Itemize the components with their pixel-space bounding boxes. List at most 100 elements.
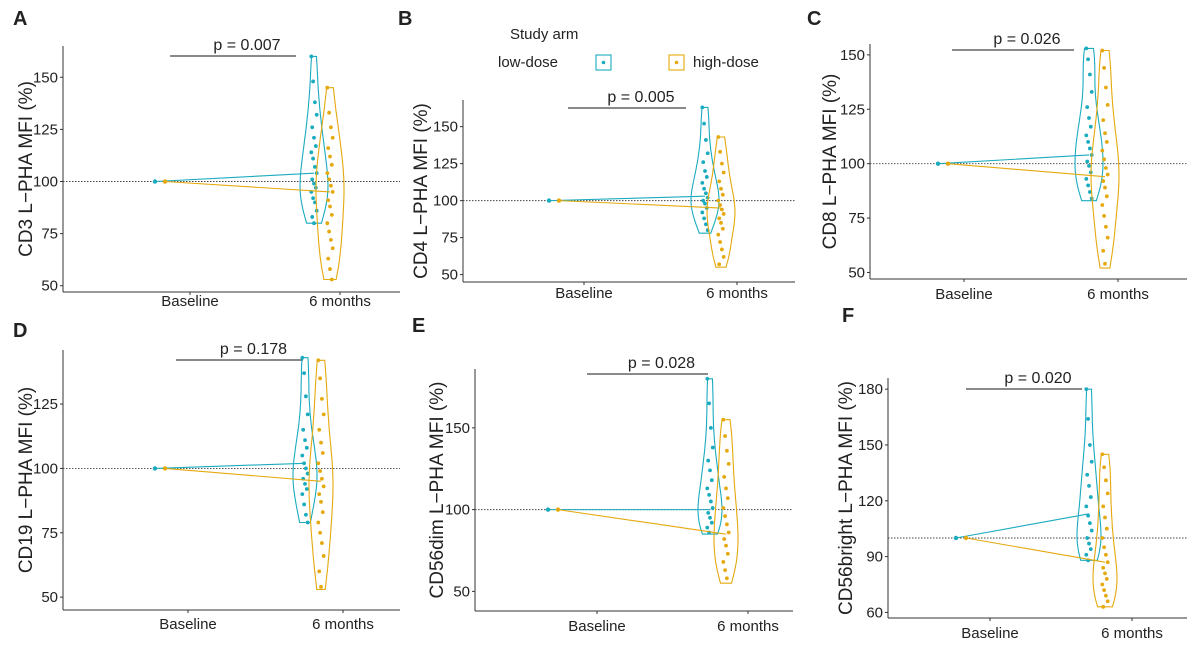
data-point (1089, 459, 1094, 464)
data-point (1086, 140, 1090, 144)
data-point (721, 170, 726, 175)
data-point (1101, 179, 1106, 183)
data-point (1086, 417, 1090, 421)
data-point (312, 221, 316, 226)
y-tick-label: 50 (848, 264, 865, 281)
data-point (1104, 478, 1108, 483)
data-point (725, 576, 729, 581)
x-tick-label: Baseline (161, 293, 219, 310)
data-point (1104, 593, 1108, 598)
data-point (310, 177, 315, 182)
x-tick-label: Baseline (568, 618, 626, 635)
y-tick-label: 100 (840, 156, 865, 173)
x-tick-label: 6 months (312, 616, 374, 633)
data-point (1105, 103, 1110, 107)
data-point (701, 198, 706, 203)
data-point (1105, 560, 1110, 565)
data-point (1101, 248, 1106, 253)
data-point (723, 514, 727, 519)
y-axis-label: CD19 L−PHA MFI (%) (16, 387, 37, 573)
data-point (720, 226, 725, 231)
data-point (1088, 124, 1093, 129)
data-point (302, 371, 306, 376)
series-low-dose (152, 355, 318, 525)
series-high-dose (555, 417, 739, 584)
data-point (311, 156, 315, 161)
data-point (1100, 48, 1105, 53)
violin (308, 359, 334, 590)
data-point (303, 481, 307, 486)
data-point (300, 453, 305, 458)
data-point (325, 85, 330, 90)
data-point (701, 160, 706, 165)
data-point (305, 520, 310, 525)
data-point (716, 232, 721, 237)
data-point (1104, 577, 1109, 581)
data-point (704, 222, 708, 227)
series-low-dose (935, 46, 1104, 202)
series-low-dose (545, 376, 723, 535)
y-tick-label: 150 (445, 420, 470, 437)
data-point (707, 401, 711, 406)
x-tick-label: Baseline (935, 286, 993, 303)
mean-line (947, 163, 1106, 178)
y-tick-label: 90 (866, 549, 883, 566)
data-point (704, 138, 708, 142)
data-point (330, 246, 335, 251)
mean-line (955, 513, 1090, 539)
x-tick-label: Baseline (555, 285, 613, 302)
mean-line (164, 180, 331, 193)
data-point (301, 427, 306, 432)
data-point (304, 394, 308, 399)
mean-line (557, 509, 727, 535)
data-point (326, 146, 331, 151)
data-point (718, 240, 722, 244)
data-point (725, 551, 730, 556)
data-point (329, 162, 334, 167)
data-point (304, 466, 308, 471)
data-point (318, 376, 322, 381)
mean-line (965, 537, 1106, 563)
y-tick-label: 75 (848, 210, 865, 227)
data-point (722, 475, 727, 479)
data-point (725, 448, 729, 453)
data-point (719, 186, 723, 191)
data-point (312, 181, 316, 186)
y-axis-label: CD3 L−PHA MFI (%) (16, 81, 37, 257)
x-tick-label: 6 months (309, 293, 371, 310)
data-point (1105, 172, 1110, 177)
data-point (725, 496, 730, 501)
legend-label-high-dose: high-dose (693, 54, 759, 71)
data-point (328, 154, 332, 159)
panel-label: D (13, 320, 27, 342)
y-tick-label: 150 (33, 69, 58, 86)
data-point (329, 237, 333, 242)
y-tick-label: 150 (858, 437, 883, 454)
data-point (720, 192, 725, 197)
data-point (1103, 571, 1107, 576)
data-point (726, 461, 731, 466)
baseline-point (555, 507, 561, 512)
data-point (1087, 484, 1091, 488)
y-tick-label: 125 (840, 101, 865, 118)
data-point (317, 427, 322, 432)
data-point (706, 510, 711, 515)
data-point (310, 125, 315, 130)
data-point (1104, 194, 1109, 199)
y-tick-label: 60 (866, 604, 883, 621)
y-tick-label: 50 (41, 589, 58, 606)
data-point (702, 186, 706, 191)
x-tick-label: 6 months (1101, 625, 1163, 642)
data-point (721, 506, 726, 510)
data-point (303, 438, 307, 442)
y-tick-label: 180 (858, 381, 883, 398)
panel-C: 50 75 100 125 150 CD8 L−PHA MFI (%) C Baseline 6… (807, 8, 1187, 303)
x-tick-label: 6 months (706, 285, 768, 302)
y-tick-label: 50 (453, 583, 470, 600)
data-point (704, 175, 709, 179)
y-axis-label: CD56bright L−PHA MFI (%) (836, 381, 857, 615)
panel-label: B (398, 8, 412, 30)
